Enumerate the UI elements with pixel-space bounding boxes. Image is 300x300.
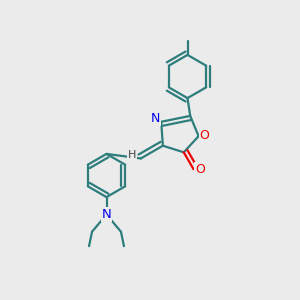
Text: O: O: [200, 129, 209, 142]
Text: N: N: [102, 208, 111, 221]
Text: O: O: [195, 163, 205, 176]
Text: H: H: [128, 151, 136, 160]
Text: N: N: [151, 112, 160, 125]
